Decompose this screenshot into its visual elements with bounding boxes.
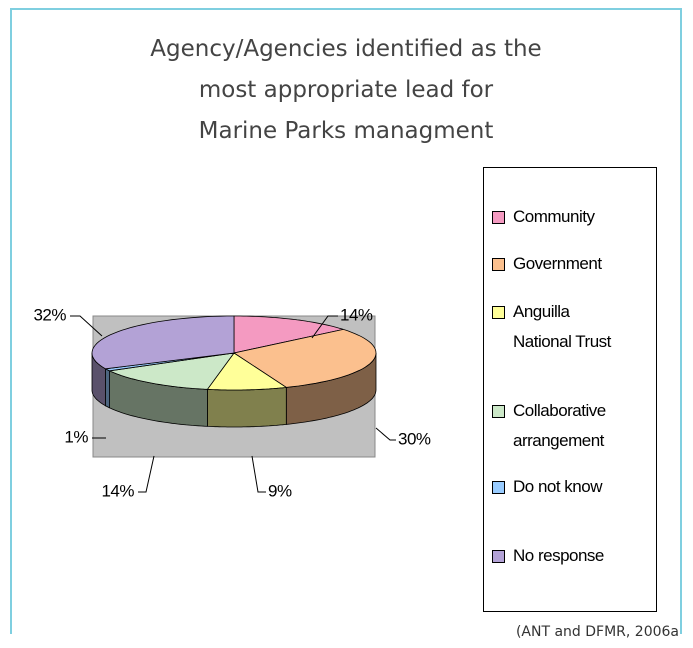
data-label: 32% (33, 305, 66, 324)
legend-swatch (492, 550, 505, 563)
data-label: 14% (340, 305, 373, 324)
legend-label: Government (513, 254, 602, 273)
legend-label: No response (513, 546, 604, 565)
data-label: 14% (101, 481, 134, 500)
legend-entry: Community (492, 202, 652, 232)
leader-line (70, 315, 103, 337)
chart-title: Agency/Agencies identified as the (150, 36, 541, 62)
legend-label: Anguilla National Trust (513, 302, 611, 351)
chart-title: most appropriate lead for (199, 77, 494, 103)
legend-swatch (492, 258, 505, 271)
frame (10, 8, 682, 634)
leader-line (375, 427, 396, 441)
legend-entry: Government (492, 249, 652, 279)
data-label: 1% (64, 427, 88, 446)
leader-line (138, 455, 155, 493)
legend-label: Do not know (513, 477, 603, 496)
legend-label: Collaborative arrangement (513, 401, 606, 450)
legend-entry: No response (492, 541, 652, 571)
slice (233, 315, 344, 354)
leader-line (251, 455, 266, 493)
legend-swatch (492, 481, 505, 494)
legend-entry: Do not know (492, 472, 652, 502)
legend-entry: Anguilla National Trust (492, 297, 652, 357)
legend-entry: Collaborative arrangement (492, 396, 652, 456)
slice-side (105, 368, 110, 409)
leader-line (311, 315, 338, 339)
chart-title: Marine Parks managment (199, 118, 494, 144)
source: (ANT and DFMR, 2006a (515, 624, 679, 640)
data-label: 30% (398, 429, 431, 448)
legend: Community Government Anguilla National Tru… (483, 167, 657, 612)
slice (91, 315, 235, 370)
slice (108, 352, 235, 390)
slice-side (207, 386, 287, 428)
slice (206, 352, 288, 391)
data-label: 9% (268, 481, 292, 500)
legend-swatch (492, 211, 505, 224)
legend-swatch (492, 405, 505, 418)
legend-label: Community (513, 207, 595, 226)
legend-swatch (492, 306, 505, 319)
slice (232, 328, 377, 388)
